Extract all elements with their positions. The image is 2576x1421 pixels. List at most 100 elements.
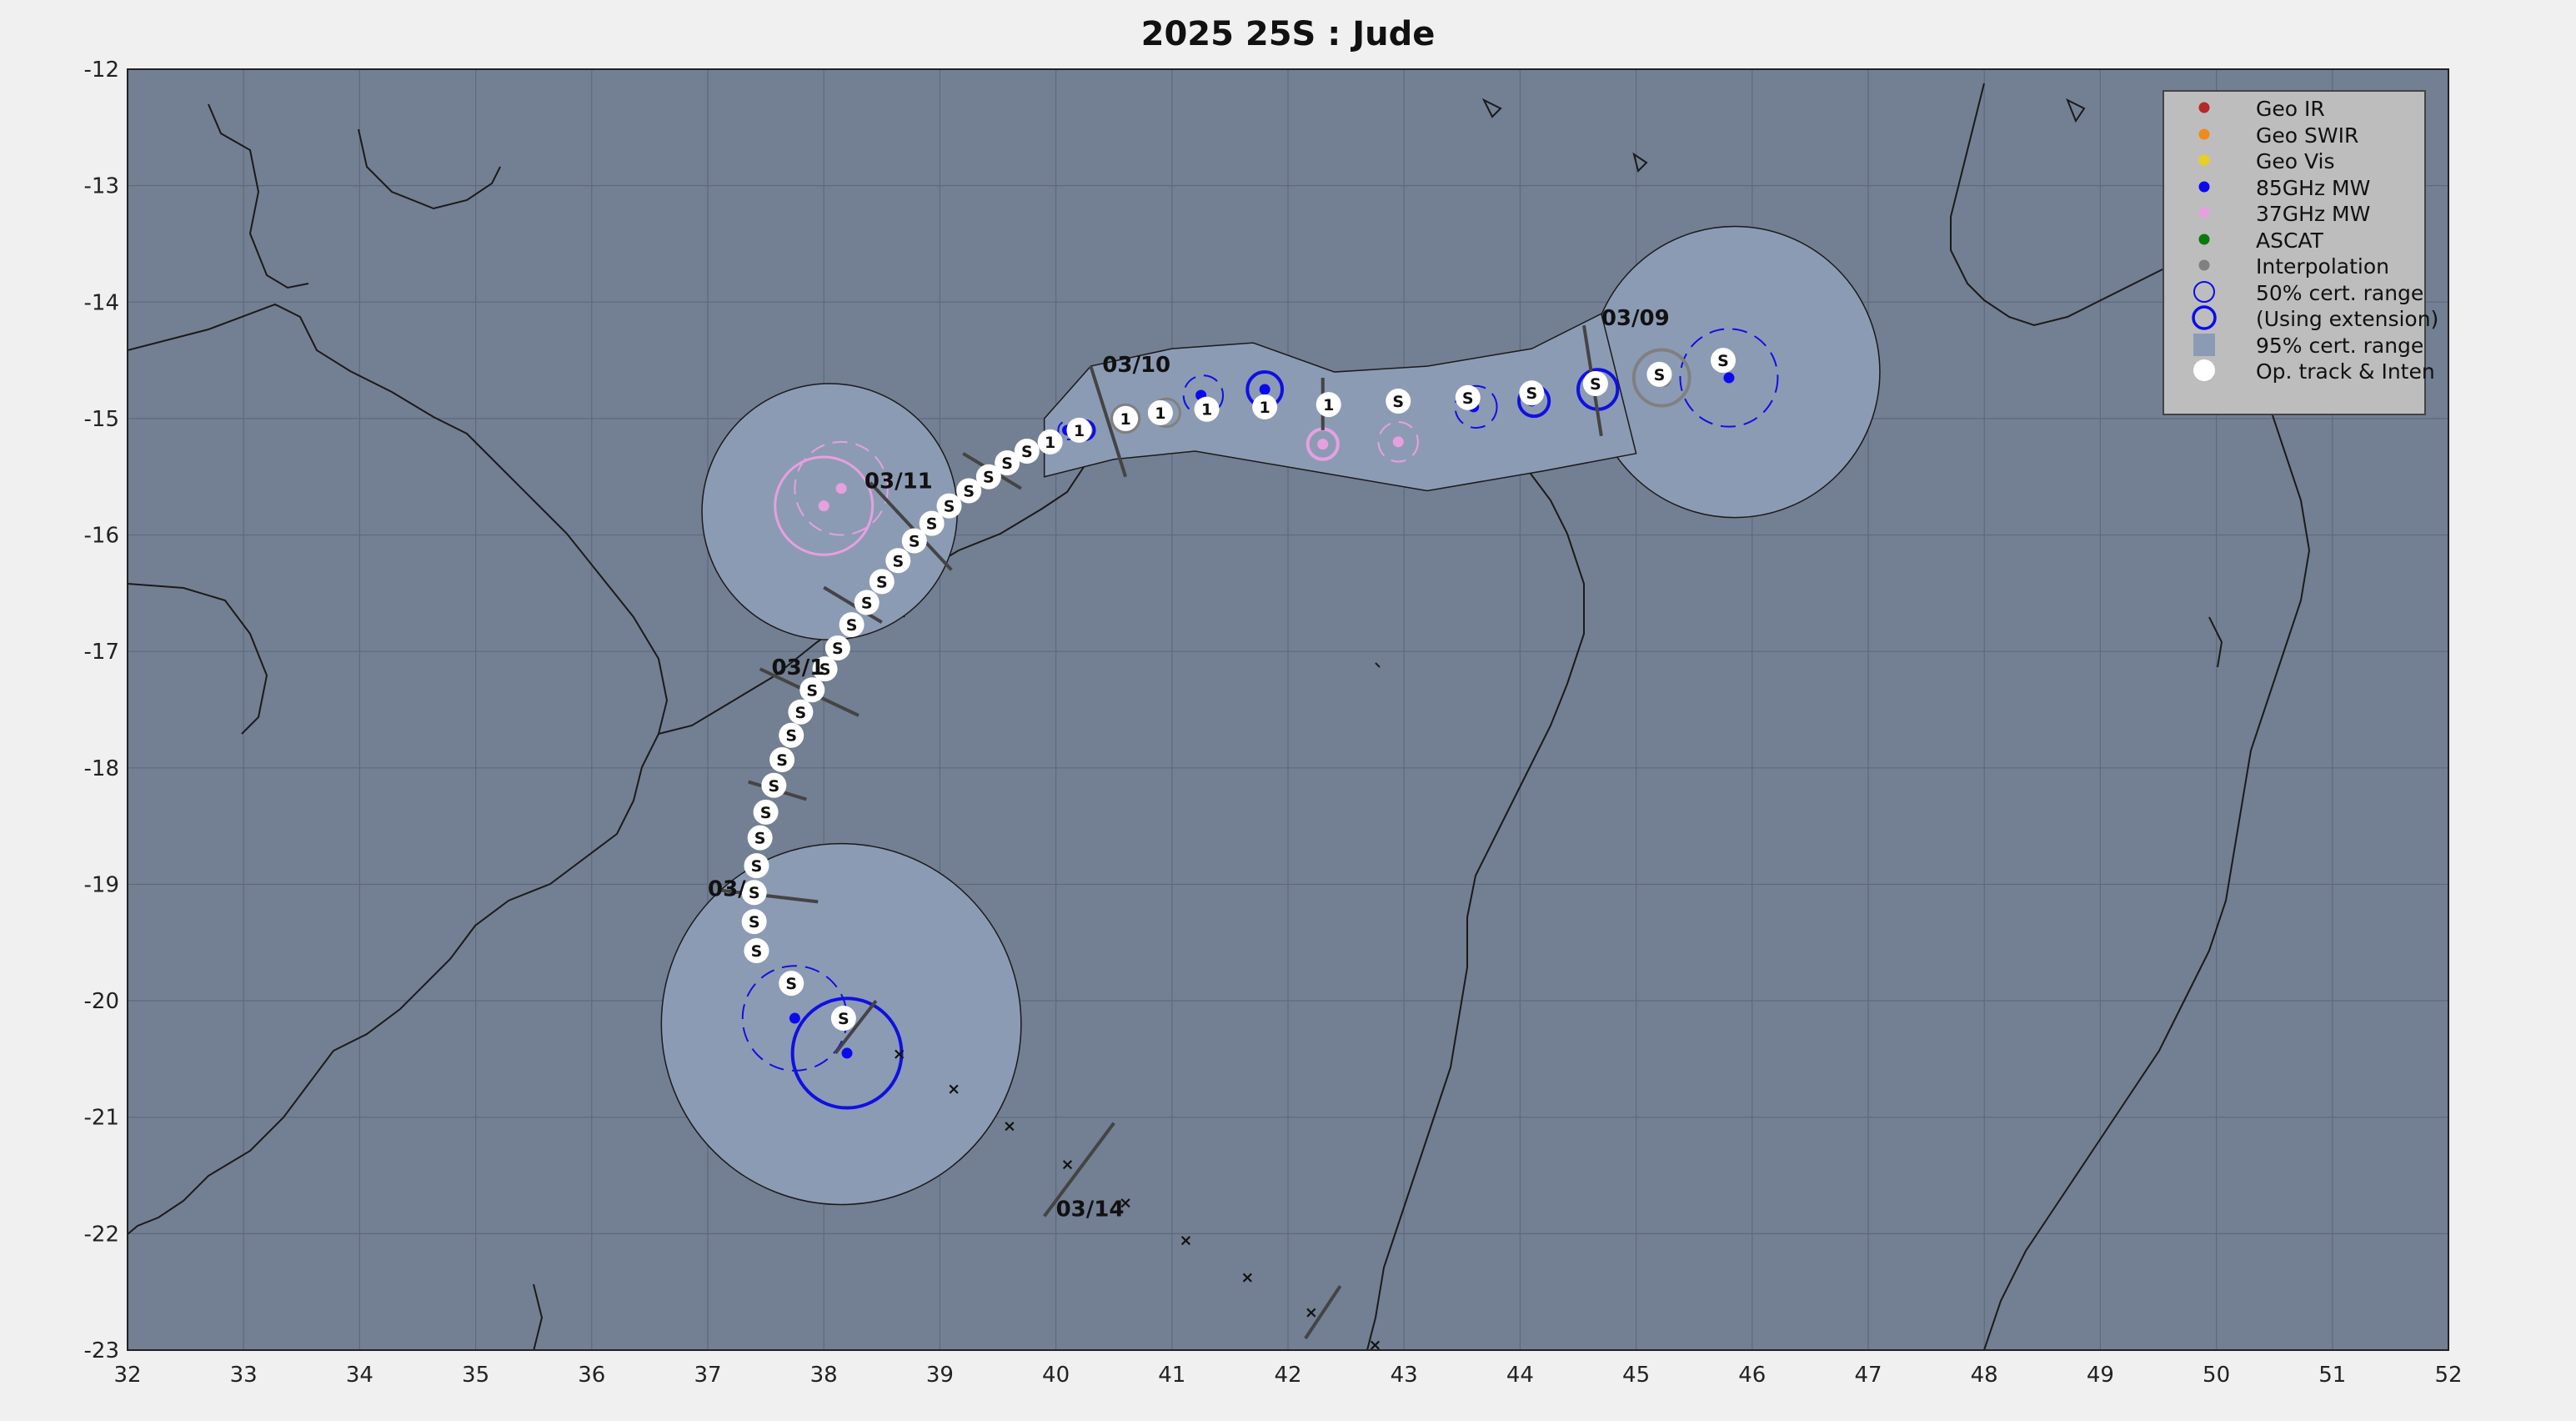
track-point: S bbox=[741, 880, 767, 906]
track-point: S bbox=[1455, 384, 1481, 410]
chart-title: 2025 25S : Jude bbox=[1140, 15, 1436, 53]
lat-tick-label: -19 bbox=[84, 872, 119, 897]
lon-tick-label: 39 bbox=[926, 1363, 954, 1388]
track-dot bbox=[1582, 371, 1608, 397]
track-point: S bbox=[744, 938, 769, 964]
intensity-symbol: S bbox=[1392, 393, 1404, 411]
legend-item: Geo Vis bbox=[2164, 148, 2424, 174]
intensity-symbol: S bbox=[1717, 352, 1729, 370]
track-dot bbox=[1014, 439, 1040, 464]
lon-tick-label: 33 bbox=[230, 1363, 258, 1388]
track-dot bbox=[919, 510, 945, 536]
track-dot bbox=[885, 548, 911, 574]
legend-item: ASCAT bbox=[2164, 227, 2424, 254]
forecast-x-marker: × bbox=[1061, 1156, 1075, 1174]
legend-symbol bbox=[2193, 280, 2215, 303]
intensity-symbol: S bbox=[1021, 443, 1033, 461]
lon-tick-label: 32 bbox=[113, 1363, 141, 1388]
intensity-symbol: S bbox=[983, 469, 995, 487]
track-point: 1 bbox=[1316, 392, 1341, 418]
lon-tick-label: 40 bbox=[1042, 1363, 1070, 1388]
intensity-symbol: S bbox=[1654, 366, 1666, 384]
track-point: S bbox=[956, 478, 982, 504]
legend-label: Geo IR bbox=[2256, 97, 2325, 121]
legend-label: Interpolation bbox=[2256, 254, 2389, 279]
date-label: 03/ bbox=[708, 876, 746, 901]
track-dot bbox=[936, 493, 962, 519]
date-tick-line bbox=[1304, 1285, 1342, 1340]
intensity-symbol: 1 bbox=[1045, 434, 1055, 452]
track-point: S bbox=[919, 510, 945, 536]
legend-item: 37GHz MW bbox=[2164, 200, 2424, 227]
date-tick-line bbox=[823, 585, 883, 624]
track-point: S bbox=[854, 590, 880, 615]
lon-tick-label: 52 bbox=[2434, 1363, 2462, 1388]
intensity-symbol: S bbox=[1590, 375, 1601, 394]
date-tick-line bbox=[834, 999, 878, 1055]
track-point: S bbox=[1386, 388, 1411, 414]
intensity-symbol: S bbox=[892, 552, 904, 570]
forecast-x-marker: × bbox=[1240, 1268, 1254, 1287]
intensity-symbol: S bbox=[963, 482, 975, 500]
longitude-tick-labels: 32 33 34 35 36 37 38 39 40 41 42 43 44 45 46 47 48 49 50 51… bbox=[113, 1363, 2462, 1388]
lat-tick-label: -15 bbox=[84, 407, 119, 432]
track-point: S bbox=[901, 528, 927, 554]
intensity-symbol: S bbox=[785, 975, 797, 993]
legend-symbol bbox=[2193, 359, 2215, 381]
lon-tick-label: 50 bbox=[2203, 1363, 2230, 1388]
legend-symbol bbox=[2198, 128, 2210, 139]
track-dot bbox=[995, 449, 1020, 475]
fix-dot bbox=[1259, 384, 1270, 395]
intensity-symbol: S bbox=[832, 640, 844, 658]
lon-tick-label: 51 bbox=[2318, 1363, 2346, 1388]
track-point: 1 bbox=[1147, 399, 1173, 425]
track-point: S bbox=[975, 464, 1001, 490]
track-point: S bbox=[799, 677, 825, 703]
track-point: S bbox=[1014, 439, 1040, 464]
legend-item: Geo IR bbox=[2164, 95, 2424, 122]
legend-label: 95% cert. range bbox=[2256, 333, 2424, 358]
track-point: S bbox=[936, 493, 962, 519]
track-dot bbox=[901, 528, 927, 554]
legend-symbol bbox=[2198, 102, 2210, 113]
legend-label: 50% cert. range bbox=[2256, 280, 2424, 305]
track-dot bbox=[747, 825, 773, 851]
lat-tick-label: -17 bbox=[84, 640, 119, 665]
legend-label: (Using extension) bbox=[2256, 307, 2439, 331]
track-dot bbox=[956, 478, 982, 504]
date-tick-line bbox=[719, 888, 819, 904]
legend-item: Interpolation bbox=[2164, 253, 2424, 279]
intensity-symbol: S bbox=[1526, 384, 1537, 403]
legend: Geo IR Geo SWIR Geo Vis 85GHz MW 37GHz MW ASC… bbox=[2163, 90, 2438, 415]
date-label: 03/1 bbox=[772, 655, 825, 680]
track-point: S bbox=[788, 699, 814, 725]
intensity-symbol: 1 bbox=[1074, 422, 1085, 440]
intensity-symbol: S bbox=[909, 533, 920, 551]
lat-tick-label: -20 bbox=[84, 989, 119, 1014]
track-dot bbox=[761, 772, 787, 798]
track-point: S bbox=[812, 656, 838, 682]
intensity-symbol: S bbox=[1462, 389, 1474, 408]
track-dot bbox=[839, 612, 865, 638]
intensity-symbol: S bbox=[760, 804, 772, 822]
legend-item: 85GHz MW bbox=[2164, 174, 2424, 201]
track-point: S bbox=[779, 971, 804, 997]
track-dot bbox=[1252, 394, 1278, 419]
lat-tick-label: -22 bbox=[84, 1222, 119, 1247]
track-dot bbox=[869, 569, 895, 595]
track-dot bbox=[1147, 399, 1173, 425]
legend-item: Geo SWIR bbox=[2164, 122, 2424, 148]
track-point: S bbox=[747, 825, 773, 851]
date-label: 03/09 bbox=[1601, 306, 1670, 331]
lon-tick-label: 37 bbox=[694, 1363, 721, 1388]
legend-symbol bbox=[2193, 333, 2215, 356]
fix-dot bbox=[841, 1047, 853, 1059]
cert50-ring bbox=[1454, 384, 1498, 429]
intensity-symbol: S bbox=[926, 515, 938, 534]
fix-dot bbox=[1392, 436, 1404, 448]
track-point: 1 bbox=[1252, 394, 1278, 419]
lon-tick-label: 48 bbox=[1971, 1363, 1998, 1388]
grid-lines bbox=[127, 68, 2449, 1351]
track-point: 1 bbox=[1194, 396, 1220, 422]
